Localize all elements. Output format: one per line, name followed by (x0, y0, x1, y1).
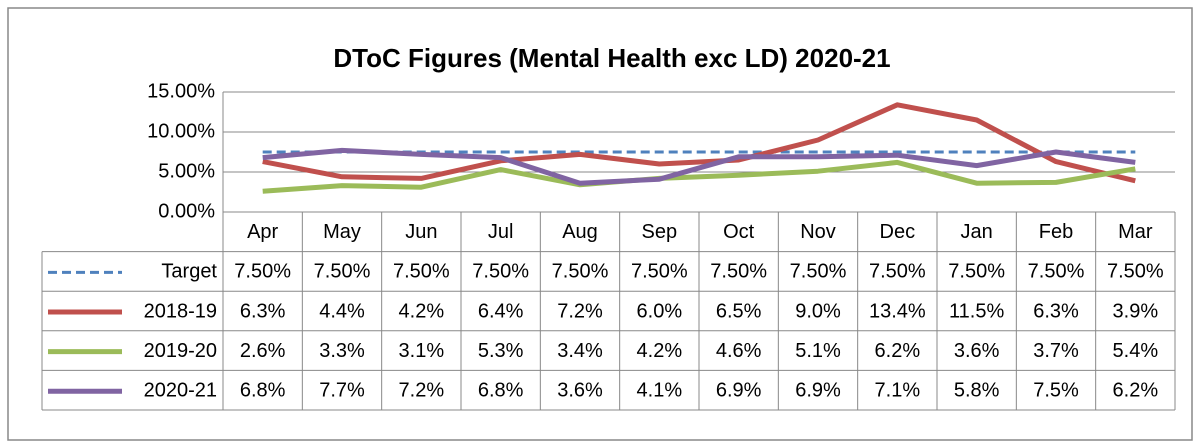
data-label: 5.1% (795, 340, 841, 362)
data-label: 4.2% (399, 300, 445, 322)
data-label: 3.9% (1113, 300, 1159, 322)
legend-label: Target (161, 261, 217, 283)
data-label: 7.50% (948, 261, 1005, 283)
legend-label: 2020-21 (144, 379, 217, 401)
data-label: 5.3% (478, 340, 524, 362)
data-label: 6.9% (795, 379, 841, 401)
data-label: 3.7% (1033, 340, 1079, 362)
legend-label: 2018-19 (144, 300, 217, 322)
data-label: 4.2% (637, 340, 683, 362)
data-label: 5.8% (954, 379, 1000, 401)
data-label: 9.0% (795, 300, 841, 322)
data-label: 6.5% (716, 300, 762, 322)
data-label: 2.6% (240, 340, 286, 362)
data-label: 7.2% (557, 300, 603, 322)
data-label: 7.50% (631, 261, 688, 283)
legend-label: 2019-20 (144, 340, 217, 362)
data-label: 3.6% (557, 379, 603, 401)
data-label: 7.50% (234, 261, 291, 283)
x-tick-label: Dec (880, 221, 916, 243)
data-label: 7.5% (1033, 379, 1079, 401)
data-label: 7.50% (393, 261, 450, 283)
data-label: 7.2% (399, 379, 445, 401)
data-label: 7.50% (472, 261, 529, 283)
data-label: 5.4% (1113, 340, 1159, 362)
data-label: 6.3% (1033, 300, 1079, 322)
data-label: 4.6% (716, 340, 762, 362)
data-label: 3.1% (399, 340, 445, 362)
data-label: 7.50% (869, 261, 926, 283)
x-tick-label: Feb (1039, 221, 1073, 243)
data-label: 7.50% (790, 261, 847, 283)
data-label: 7.50% (1028, 261, 1085, 283)
data-label: 4.4% (319, 300, 365, 322)
x-tick-label: Nov (800, 221, 836, 243)
x-tick-label: Jul (488, 221, 514, 243)
y-tick-label: 0.00% (158, 200, 215, 222)
x-tick-label: Mar (1118, 221, 1153, 243)
data-label: 3.4% (557, 340, 603, 362)
data-label: 6.9% (716, 379, 762, 401)
x-tick-label: Jan (961, 221, 993, 243)
x-tick-label: Aug (562, 221, 598, 243)
y-tick-label: 5.00% (158, 160, 215, 182)
data-label: 6.2% (1113, 379, 1159, 401)
x-tick-label: Oct (723, 221, 755, 243)
data-label: 7.50% (314, 261, 371, 283)
data-label: 7.50% (552, 261, 609, 283)
data-label: 6.8% (478, 379, 524, 401)
chart-border (7, 7, 1193, 441)
data-label: 7.7% (319, 379, 365, 401)
data-label: 6.0% (637, 300, 683, 322)
chart-title: DToC Figures (Mental Health exc LD) 2020… (333, 43, 890, 73)
data-label: 3.3% (319, 340, 365, 362)
data-label: 7.1% (875, 379, 921, 401)
y-tick-label: 15.00% (147, 80, 215, 102)
data-label: 11.5% (949, 300, 1004, 322)
data-label: 6.2% (875, 340, 921, 362)
data-label: 6.3% (240, 300, 286, 322)
x-tick-label: Sep (642, 221, 678, 243)
x-tick-label: Jun (405, 221, 437, 243)
data-label: 13.4% (869, 300, 926, 322)
series-line (262, 102, 1136, 184)
x-tick-label: May (323, 221, 361, 243)
series-line (262, 147, 1136, 186)
data-label: 7.50% (1107, 261, 1164, 283)
data-label: 3.6% (954, 340, 1000, 362)
data-label: 6.8% (240, 379, 286, 401)
x-tick-label: Apr (247, 221, 278, 243)
series-line (262, 159, 1136, 194)
data-label: 4.1% (637, 379, 683, 401)
y-tick-label: 10.00% (147, 120, 215, 142)
data-label: 6.4% (478, 300, 524, 322)
data-label: 7.50% (710, 261, 767, 283)
